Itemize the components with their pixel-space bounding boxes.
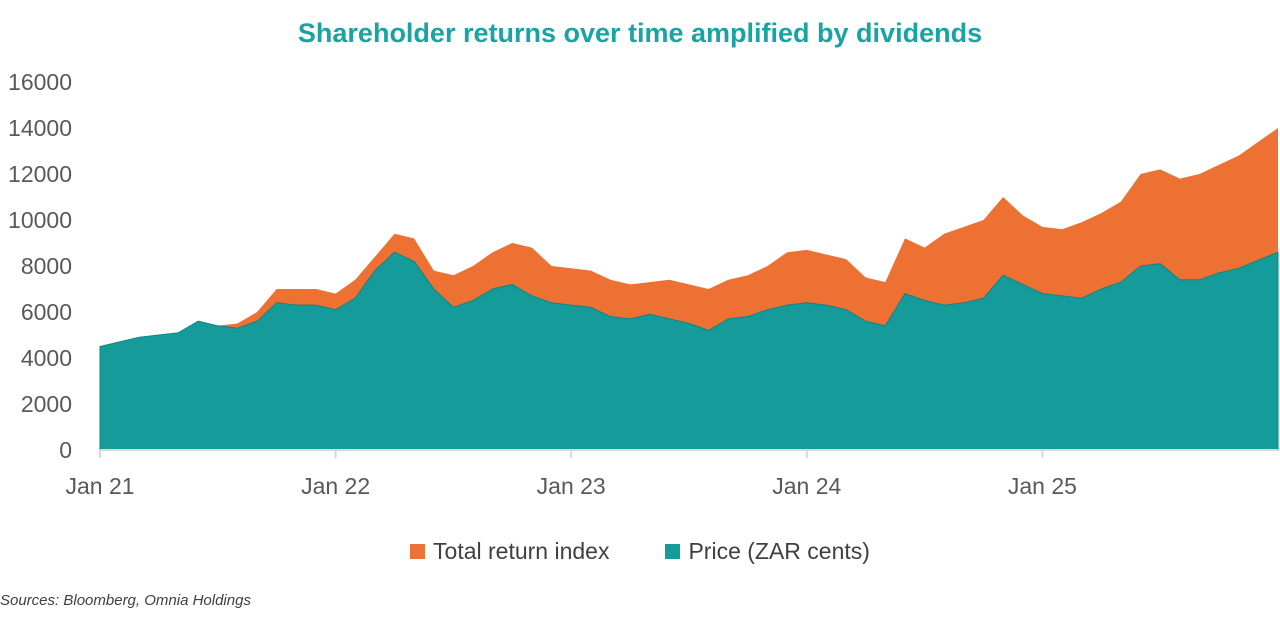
y-tick-label: 16000	[8, 69, 72, 95]
x-tick-label: Jan 24	[772, 473, 841, 499]
legend-item-price: Price (ZAR cents)	[665, 538, 870, 565]
y-tick-label: 0	[59, 437, 72, 463]
legend-swatch-price	[665, 544, 681, 559]
legend-item-total-return: Total return index	[410, 538, 609, 565]
source-note: Sources: Bloomberg, Omnia Holdings	[0, 592, 251, 609]
legend-swatch-total-return	[410, 544, 426, 559]
legend: Total return index Price (ZAR cents)	[0, 538, 1280, 565]
x-tick-label: Jan 25	[1008, 473, 1077, 499]
y-tick-label: 6000	[21, 299, 72, 325]
y-tick-label: 10000	[8, 207, 72, 233]
x-tick-label: Jan 21	[65, 473, 134, 499]
legend-label: Total return index	[433, 538, 610, 564]
chart-title: Shareholder returns over time amplified …	[297, 18, 983, 48]
y-tick-label: 14000	[8, 115, 72, 141]
y-tick-label: 8000	[21, 253, 72, 279]
legend-label: Price (ZAR cents)	[688, 538, 870, 564]
area-price	[99, 251, 1279, 451]
y-tick-label: 4000	[21, 345, 72, 371]
y-tick-label: 2000	[21, 391, 72, 417]
x-tick-label: Jan 22	[301, 473, 370, 499]
x-tick-label: Jan 23	[537, 473, 606, 499]
y-tick-label: 12000	[8, 161, 72, 187]
